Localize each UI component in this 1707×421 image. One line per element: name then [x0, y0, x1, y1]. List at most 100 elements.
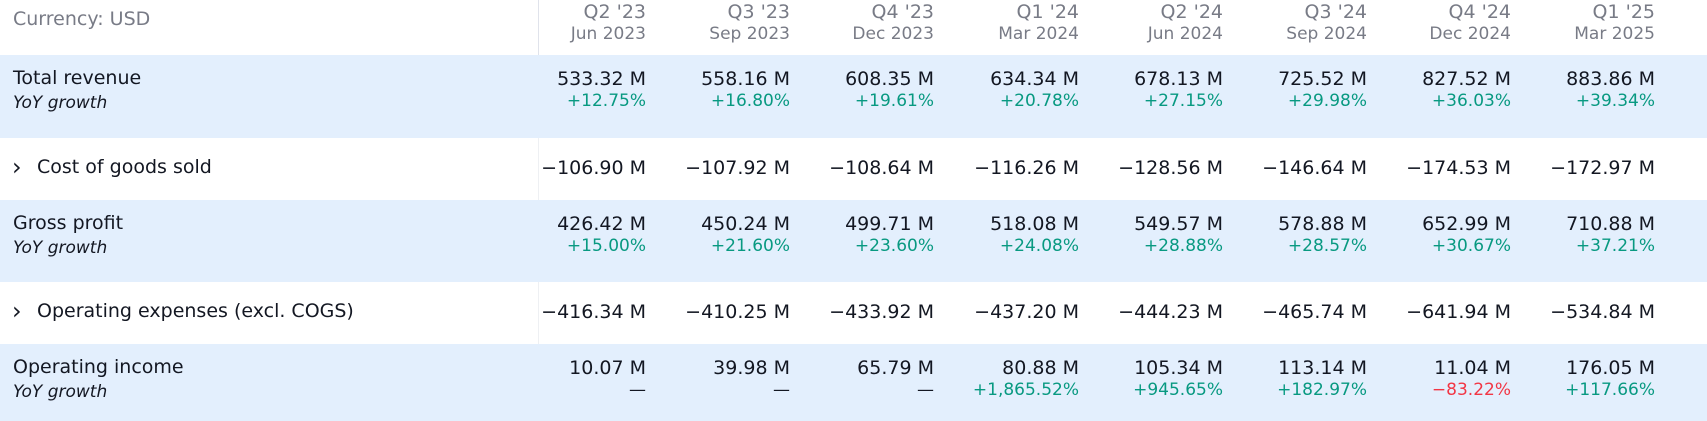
- value-cell: 827.52 M +36.03%: [1371, 68, 1511, 112]
- column-header[interactable]: Q2 '24 Jun 2024: [1083, 0, 1223, 45]
- value-cell: 426.42 M +15.00%: [506, 213, 646, 257]
- cell-value: 725.52 M: [1278, 68, 1367, 90]
- value-cell: 883.86 M +39.34%: [1515, 68, 1655, 112]
- value-cell: −108.64 M: [794, 157, 934, 179]
- column-date: Jun 2023: [570, 24, 646, 44]
- value-cell: 11.04 M −83.22%: [1371, 357, 1511, 401]
- cell-value: −433.92 M: [829, 301, 934, 323]
- value-cell: 10.07 M —: [506, 357, 646, 401]
- column-header[interactable]: Q1 '24 Mar 2024: [939, 0, 1079, 45]
- header-divider: [538, 0, 539, 55]
- column-quarter: Q1 '24: [1016, 1, 1079, 23]
- row-label: Operating income: [13, 356, 184, 378]
- row-label[interactable]: Operating expenses (excl. COGS): [37, 300, 354, 322]
- row-label-cell: Total revenue YoY growth: [0, 55, 538, 138]
- cell-value: −416.34 M: [541, 301, 646, 323]
- row-label-cell: › Operating expenses (excl. COGS): [0, 282, 538, 344]
- cell-value: 499.71 M: [845, 213, 934, 235]
- cell-growth: +21.60%: [710, 236, 790, 256]
- column-date: Jun 2024: [1147, 24, 1223, 44]
- value-cell: −107.92 M: [650, 157, 790, 179]
- cell-value: 678.13 M: [1134, 68, 1223, 90]
- value-cell: −116.26 M: [939, 157, 1079, 179]
- cell-value: −444.23 M: [1118, 301, 1223, 323]
- cell-growth: +28.88%: [1143, 236, 1223, 256]
- cell-value: 710.88 M: [1566, 213, 1655, 235]
- column-header[interactable]: Q3 '23 Sep 2023: [650, 0, 790, 45]
- column-date: Sep 2024: [1286, 24, 1367, 44]
- cell-value: 578.88 M: [1278, 213, 1367, 235]
- value-cell: 578.88 M +28.57%: [1227, 213, 1367, 257]
- table-row[interactable]: › Operating expenses (excl. COGS) −416.34 …: [0, 282, 1707, 344]
- row-label-cell: › Cost of goods sold: [0, 138, 538, 200]
- cell-growth: +36.03%: [1431, 91, 1511, 111]
- value-cell: 176.05 M +117.66%: [1515, 357, 1655, 401]
- currency-label: Currency: USD: [13, 8, 151, 30]
- row-label[interactable]: Cost of goods sold: [37, 156, 212, 178]
- cell-growth: —: [629, 380, 646, 400]
- value-cell: −416.34 M: [506, 301, 646, 323]
- column-header[interactable]: Q3 '24 Sep 2024: [1227, 0, 1367, 45]
- cell-growth: —: [773, 380, 790, 400]
- value-cell: 39.98 M —: [650, 357, 790, 401]
- value-cell: 518.08 M +24.08%: [939, 213, 1079, 257]
- value-cell: 65.79 M —: [794, 357, 934, 401]
- value-cell: 450.24 M +21.60%: [650, 213, 790, 257]
- row-label-cell: Operating income YoY growth: [0, 344, 538, 421]
- cell-growth: +12.75%: [566, 91, 646, 111]
- cell-value: −437.20 M: [974, 301, 1079, 323]
- cell-value: 450.24 M: [701, 213, 790, 235]
- table-header: Currency: USD Q2 '23 Jun 2023 Q3 '23 Sep 20…: [0, 0, 1707, 55]
- cell-value: −641.94 M: [1406, 301, 1511, 323]
- value-cell: −444.23 M: [1083, 301, 1223, 323]
- cell-growth: +24.08%: [999, 236, 1079, 256]
- cell-value: −108.64 M: [829, 157, 934, 179]
- cell-growth: +117.66%: [1565, 380, 1655, 400]
- cell-growth: +29.98%: [1287, 91, 1367, 111]
- cell-value: −410.25 M: [685, 301, 790, 323]
- value-cell: 634.34 M +20.78%: [939, 68, 1079, 112]
- cell-growth: +19.61%: [854, 91, 934, 111]
- column-header[interactable]: Q4 '24 Dec 2024: [1371, 0, 1511, 45]
- table-row: Total revenue YoY growth 533.32 M +12.75% 55…: [0, 55, 1707, 138]
- column-header[interactable]: Q4 '23 Dec 2023: [794, 0, 934, 45]
- column-quarter: Q4 '24: [1448, 1, 1511, 23]
- cell-value: 549.57 M: [1134, 213, 1223, 235]
- column-header[interactable]: Q2 '23 Jun 2023: [506, 0, 646, 45]
- value-cell: −410.25 M: [650, 301, 790, 323]
- cell-value: −174.53 M: [1406, 157, 1511, 179]
- column-quarter: Q3 '24: [1304, 1, 1367, 23]
- cell-value: 176.05 M: [1566, 357, 1655, 379]
- table-row: Gross profit YoY growth 426.42 M +15.00% 450…: [0, 200, 1707, 282]
- column-quarter: Q4 '23: [871, 1, 934, 23]
- cell-value: 533.32 M: [557, 68, 646, 90]
- column-header[interactable]: Q1 '25 Mar 2025: [1515, 0, 1655, 45]
- table-row[interactable]: › Cost of goods sold −106.90 M −107.92 M −10…: [0, 138, 1707, 200]
- cell-value: −534.84 M: [1550, 301, 1655, 323]
- value-cell: 608.35 M +19.61%: [794, 68, 934, 112]
- chevron-right-icon[interactable]: ›: [12, 153, 22, 181]
- cell-value: 10.07 M: [569, 357, 646, 379]
- chevron-right-icon[interactable]: ›: [12, 297, 22, 325]
- value-cell: 710.88 M +37.21%: [1515, 213, 1655, 257]
- cell-growth: +28.57%: [1287, 236, 1367, 256]
- row-label: Total revenue: [13, 67, 142, 89]
- cell-growth: +15.00%: [566, 236, 646, 256]
- cell-value: 827.52 M: [1422, 68, 1511, 90]
- cell-value: 80.88 M: [1002, 357, 1079, 379]
- value-cell: −437.20 M: [939, 301, 1079, 323]
- value-cell: 549.57 M +28.88%: [1083, 213, 1223, 257]
- row-sublabel: YoY growth: [13, 238, 108, 258]
- column-quarter: Q1 '25: [1592, 1, 1655, 23]
- cell-value: 65.79 M: [857, 357, 934, 379]
- column-date: Dec 2024: [1429, 24, 1511, 44]
- value-cell: −106.90 M: [506, 157, 646, 179]
- value-cell: 725.52 M +29.98%: [1227, 68, 1367, 112]
- row-sublabel: YoY growth: [13, 382, 108, 402]
- cell-growth: +1,865.52%: [972, 380, 1079, 400]
- cell-value: −146.64 M: [1262, 157, 1367, 179]
- value-cell: 80.88 M +1,865.52%: [939, 357, 1079, 401]
- value-cell: −146.64 M: [1227, 157, 1367, 179]
- cell-value: −116.26 M: [974, 157, 1079, 179]
